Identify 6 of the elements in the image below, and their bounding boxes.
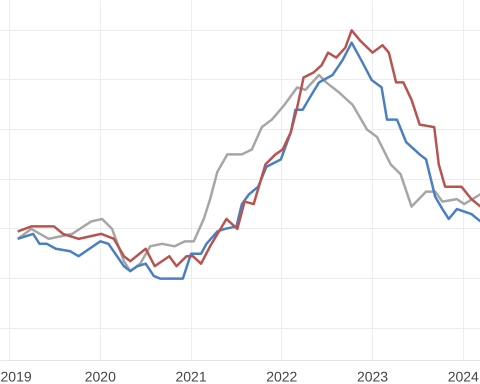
x-tick-label: 2019 — [0, 368, 32, 384]
x-tick-label: 2022 — [266, 368, 298, 384]
x-tick-label: 2020 — [84, 368, 116, 384]
x-tick-label: 2023 — [356, 368, 388, 384]
x-tick-label: 2024 — [448, 368, 480, 384]
x-tick-label: 2021 — [175, 368, 207, 384]
